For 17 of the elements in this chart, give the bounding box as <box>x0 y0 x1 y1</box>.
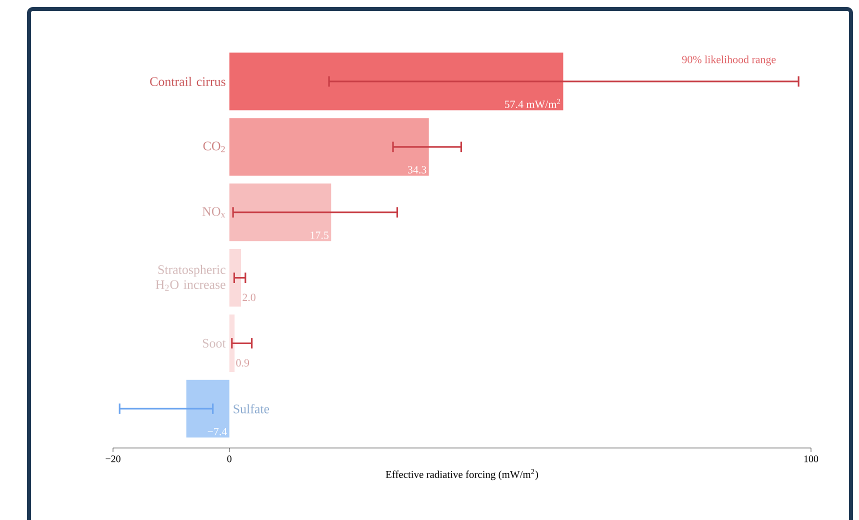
y-tick-label: Soot <box>202 338 226 348</box>
y-tick-label: CO$_{2}$ <box>203 142 225 152</box>
data-label: −7.4 <box>208 428 227 436</box>
annotation: 90% likelihood range <box>682 56 776 66</box>
x-axis-title: Effective radiative forcing (mW/m$^{2}$) <box>386 469 538 480</box>
y-tick-label: Sulfate <box>234 404 270 414</box>
x-tick-label: 100 <box>804 456 818 462</box>
data-label: 57.4 mW/m$^{2}$ <box>504 98 560 108</box>
data-label: 34.3 <box>408 166 426 174</box>
data-label: 0.9 <box>236 359 250 367</box>
data-label: 17.5 <box>310 232 329 239</box>
x-tick-label: −20 <box>106 456 120 462</box>
y-tick-label: NO$_{x}$ <box>202 207 226 218</box>
y-tick-label: Stratospheric H$_{2}$O increase <box>156 264 226 291</box>
data-label: 2.0 <box>242 294 256 302</box>
x-tick-label: 0 <box>227 456 232 462</box>
y-tick-label: Contrail cirrus <box>150 76 226 86</box>
